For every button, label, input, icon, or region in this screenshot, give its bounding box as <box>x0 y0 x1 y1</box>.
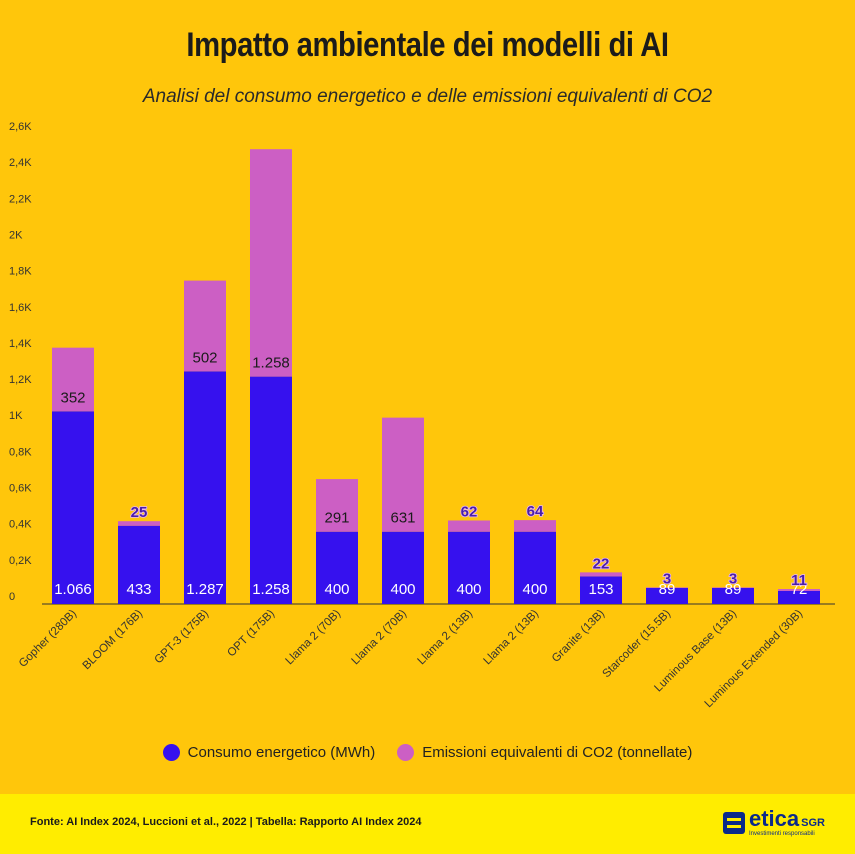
data-label-emissions: 502 <box>192 349 217 366</box>
bar-energy <box>712 587 754 604</box>
data-label-emissions: 3 <box>663 570 671 587</box>
bar-energy <box>382 531 424 604</box>
bar-energy <box>118 525 160 604</box>
bar-emissions <box>316 479 358 532</box>
y-tick-label: 2K <box>9 229 23 241</box>
bar-emissions <box>250 149 292 377</box>
bar-emissions <box>580 572 622 577</box>
logo-word: etica <box>749 806 800 831</box>
bar-emissions <box>52 347 94 412</box>
data-label-energy: 1.066 <box>54 581 92 598</box>
y-tick-label: 1K <box>9 410 23 422</box>
bar-energy <box>316 531 358 604</box>
etica-logo[interactable]: etica SGR Investimenti responsabili <box>723 808 825 837</box>
data-label-emissions: 25 <box>131 504 148 521</box>
bar-energy <box>514 531 556 604</box>
legend-item-emissions[interactable]: Emissioni equivalenti di CO2 (tonnellate… <box>397 744 692 761</box>
data-label-energy: 72 <box>791 581 808 598</box>
data-label-emissions: 1.258 <box>252 355 290 372</box>
y-tick-label: 2,2K <box>9 193 32 205</box>
bar-energy <box>580 576 622 604</box>
data-label-energy: 400 <box>390 581 415 598</box>
data-label-energy: 400 <box>522 581 547 598</box>
y-tick-label: 0,2K <box>9 555 32 567</box>
data-label-energy: 1.258 <box>252 581 290 598</box>
y-tick-label: 0,8K <box>9 446 32 458</box>
y-tick-label: 1,8K <box>9 266 32 278</box>
bar-emissions <box>646 587 688 588</box>
legend-swatch-emissions <box>397 744 415 761</box>
x-tick-label: Llama 2 (13B) <box>416 608 476 668</box>
y-tick-label: 0,4K <box>9 519 32 531</box>
data-label-emissions: 631 <box>390 510 415 527</box>
y-tick-label: 1,4K <box>9 338 32 350</box>
y-tick-label: 1,2K <box>9 374 32 386</box>
data-label-energy: 400 <box>324 581 349 598</box>
bar-emissions <box>118 521 160 526</box>
x-tick-label: BLOOM (176B) <box>81 608 146 673</box>
data-label-emissions: 22 <box>593 555 610 572</box>
legend-label-emissions: Emissioni equivalenti di CO2 (tonnellate… <box>422 744 693 761</box>
logo-tagline: Investimenti responsabili <box>749 831 815 837</box>
data-label-energy: 153 <box>588 581 613 598</box>
x-tick-label: Starcoder (15.5B) <box>600 608 673 681</box>
data-label-emissions: 291 <box>324 510 349 527</box>
legend: Consumo energetico (MWh) Emissioni equiv… <box>0 744 855 761</box>
bar-energy <box>184 371 226 604</box>
x-tick-label: Llama 2 (13B) <box>482 608 542 668</box>
data-label-energy: 1.287 <box>186 581 224 598</box>
y-tick-label: 2,6K <box>9 121 32 133</box>
data-label-emissions: 62 <box>461 503 478 520</box>
etica-logo-icon <box>723 811 745 834</box>
bar-emissions <box>514 520 556 532</box>
x-tick-label: Gopher (280B) <box>17 608 79 670</box>
data-label-energy: 433 <box>126 581 151 598</box>
y-tick-label: 0 <box>9 591 15 603</box>
source-note: Fonte: AI Index 2024, Luccioni et al., 2… <box>30 816 422 828</box>
bar-emissions <box>184 280 226 372</box>
legend-swatch-energy <box>162 744 180 761</box>
logo-suffix: SGR <box>801 817 825 829</box>
x-tick-label: Granite (13B) <box>550 608 607 665</box>
bar-energy <box>646 587 688 604</box>
legend-item-energy[interactable]: Consumo energetico (MWh) <box>162 744 376 761</box>
bar-emissions <box>712 587 754 588</box>
data-label-energy: 400 <box>456 581 481 598</box>
data-label-emissions: 11 <box>791 572 807 589</box>
y-tick-label: 0,6K <box>9 483 32 495</box>
y-tick-label: 2,4K <box>9 157 32 169</box>
bar-energy <box>448 531 490 604</box>
legend-label-energy: Consumo energetico (MWh) <box>187 744 376 761</box>
x-tick-label: GPT-3 (175B) <box>152 608 211 667</box>
x-tick-label: Llama 2 (70B) <box>350 608 410 668</box>
chart-subtitle: Analisi del consumo energetico e delle e… <box>142 86 713 107</box>
data-label-energy: 89 <box>659 581 676 598</box>
bar-emissions <box>778 588 820 591</box>
bar-energy <box>250 376 292 604</box>
data-label-energy: 89 <box>725 581 742 598</box>
stacked-bar-chart: 0 0,2K 0,4K 0,6K 0,8K 1K 1,2K 1,4K 1,6K 1,8K 2K 2,2… <box>9 121 835 710</box>
bar-energy <box>778 590 820 604</box>
data-label-emissions: 64 <box>527 503 544 520</box>
bar-emissions <box>382 417 424 532</box>
x-tick-label: OPT (175B) <box>225 608 277 660</box>
x-tick-label: Llama 2 (70B) <box>284 608 344 668</box>
y-tick-label: 1,6K <box>9 302 32 314</box>
bar-emissions <box>448 520 490 532</box>
data-label-emissions: 352 <box>60 389 85 406</box>
footer: Fonte: AI Index 2024, Luccioni et al., 2… <box>0 794 855 854</box>
chart-title: Impatto ambientale dei modelli di AI <box>186 26 669 64</box>
data-label-emissions: 3 <box>729 570 737 587</box>
bar-energy <box>52 411 94 604</box>
